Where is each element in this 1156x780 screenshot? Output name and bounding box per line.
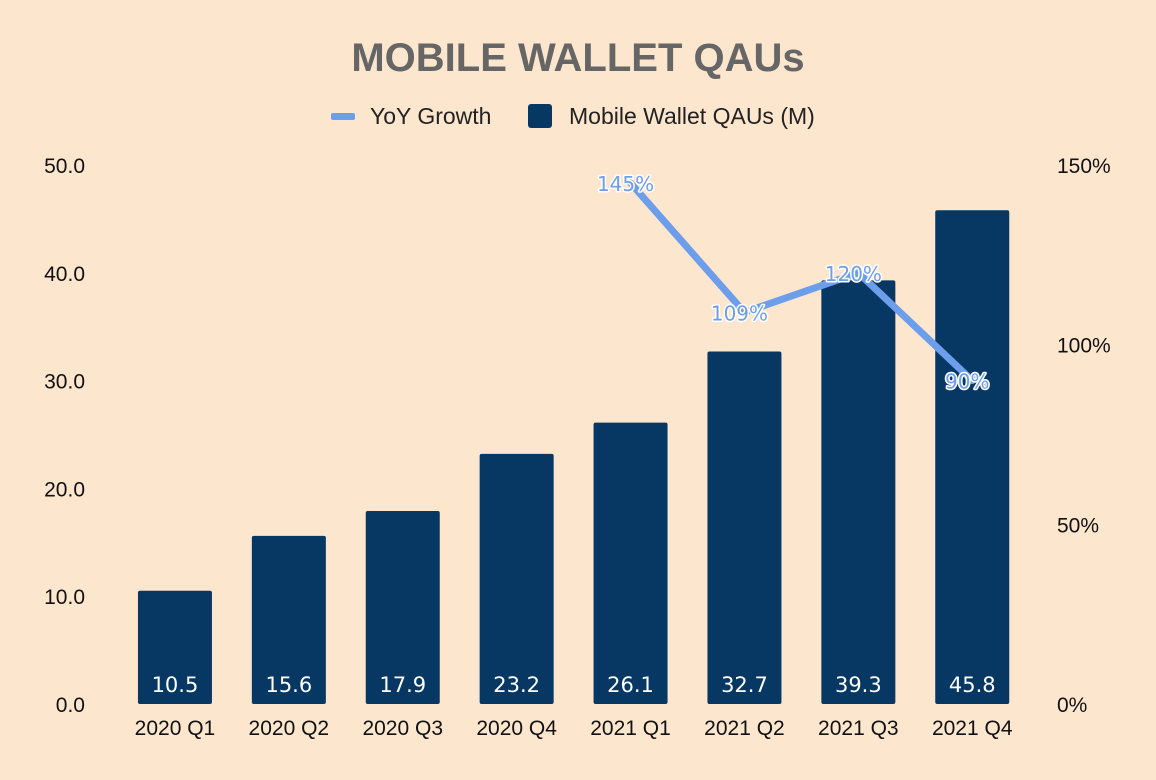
bar-value-label: 32.7 [721, 673, 768, 697]
bar[interactable] [593, 422, 668, 704]
line-series: 145% 109% 120% 90% [595, 170, 991, 395]
x-tick-label: 2021 Q1 [590, 717, 671, 740]
bar-value-label: 17.9 [379, 673, 426, 697]
x-axis: 2020 Q1 2020 Q2 2020 Q3 2020 Q4 2021 Q1 2021 … [135, 717, 1013, 740]
x-tick-label: 2020 Q2 [249, 717, 330, 740]
bar-value-label: 26.1 [607, 673, 654, 697]
bar-value-label: 39.3 [835, 673, 882, 697]
y-right-tick-label: 150% [1057, 155, 1111, 178]
bar-value-label: 15.6 [265, 673, 312, 697]
bar-series: 10.5 15.6 17.9 23.2 26.1 32.7 39.3 45.8 [137, 210, 1010, 704]
bar[interactable] [137, 590, 212, 704]
y-right-tick-label: 0% [1057, 694, 1087, 717]
yoy-growth-line[interactable] [627, 179, 976, 385]
bar-value-label: 10.5 [152, 673, 199, 697]
bar-value-label: 45.8 [949, 673, 996, 697]
y-right-tick-label: 100% [1057, 335, 1111, 358]
x-tick-label: 2020 Q1 [135, 717, 216, 740]
bar-value-label: 23.2 [493, 673, 540, 697]
legend-item-mobile-wallet-qaus[interactable]: Mobile Wallet QAUs (M) [528, 103, 815, 129]
legend-label-yoy-growth: YoY Growth [370, 103, 491, 129]
chart-title: MOBILE WALLET QAUs [351, 36, 804, 80]
x-tick-label: 2021 Q3 [818, 717, 899, 740]
line-value-label: 109% [711, 301, 768, 325]
bar[interactable] [821, 280, 896, 704]
y-axis-left: 0.0 10.0 20.0 30.0 40.0 50.0 [44, 155, 85, 717]
line-value-label: 120% [825, 262, 882, 286]
line-value-label: 145% [597, 172, 654, 196]
x-tick-label: 2020 Q4 [476, 717, 557, 740]
bar[interactable] [707, 351, 782, 704]
bar[interactable] [251, 535, 326, 704]
legend-item-yoy-growth[interactable]: YoY Growth [331, 103, 491, 129]
y-left-tick-label: 20.0 [44, 478, 85, 501]
y-left-tick-label: 10.0 [44, 586, 85, 609]
x-tick-label: 2020 Q3 [362, 717, 443, 740]
y-left-tick-label: 0.0 [56, 694, 85, 717]
legend-swatch-yoy-growth [331, 113, 355, 120]
x-tick-label: 2021 Q2 [704, 717, 785, 740]
bar[interactable] [365, 511, 440, 704]
y-left-tick-label: 50.0 [44, 155, 85, 178]
line-value-label: 90% [945, 370, 989, 394]
legend-label-mobile-wallet-qaus: Mobile Wallet QAUs (M) [569, 103, 815, 129]
legend-swatch-mobile-wallet-qaus [528, 104, 552, 128]
bar[interactable] [479, 453, 554, 704]
y-right-tick-label: 50% [1057, 514, 1099, 537]
legend: YoY Growth Mobile Wallet QAUs (M) [331, 103, 815, 129]
y-left-tick-label: 40.0 [44, 263, 85, 286]
x-tick-label: 2021 Q4 [932, 717, 1013, 740]
y-axis-right: 0% 50% 100% 150% [1057, 155, 1111, 717]
bar[interactable] [935, 210, 1010, 704]
y-left-tick-label: 30.0 [44, 371, 85, 394]
